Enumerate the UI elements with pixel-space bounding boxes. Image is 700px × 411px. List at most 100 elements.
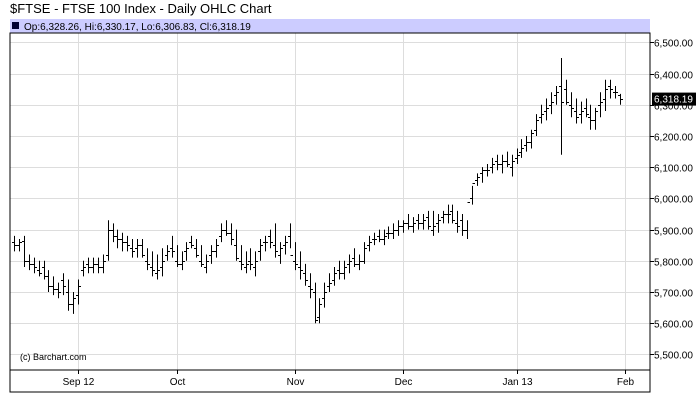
y-tick-label: 5,600.00 <box>654 320 693 331</box>
last-close-label-bg <box>652 92 696 106</box>
ohlc-bar <box>115 229 120 249</box>
ohlc-bar <box>559 57 564 155</box>
y-axis: 5,500.00 5,600.00 5,700.00 5,800.00 5,900.00… <box>650 39 693 362</box>
ohlc-bar <box>106 220 111 261</box>
ohlc-bar <box>613 86 618 99</box>
ohlc-bar <box>175 245 180 268</box>
y-tick-label: 6,500.00 <box>654 39 693 50</box>
ohlc-bar <box>327 273 332 292</box>
ohlc-bar <box>61 273 66 296</box>
last-close-label-text: 6,318.19 <box>654 95 693 106</box>
ohlc-bar <box>332 267 337 286</box>
ohlc-bar <box>268 229 273 249</box>
ohlc-bar <box>12 235 17 252</box>
ohlc-bar <box>475 173 480 186</box>
ohlc-bar <box>446 204 451 224</box>
ohlc-bar <box>510 154 515 177</box>
ohlc-bar <box>579 101 584 124</box>
y-tick-label: 6,400.00 <box>654 71 693 82</box>
ohlc-bar <box>357 254 362 271</box>
ohlc-bar <box>524 135 529 152</box>
ohlc-bar <box>416 213 421 230</box>
ohlc-bar <box>322 282 327 308</box>
ohlc-bar <box>150 251 155 277</box>
y-tick-label: 6,300.00 <box>654 102 693 113</box>
ohlc-bar <box>588 104 593 130</box>
ohlc-info-text: Op:6,328.26, Hi:6,330.17, Lo:6,306.83, C… <box>24 22 251 33</box>
ohlc-bar <box>465 202 470 239</box>
ohlc-bar <box>367 235 372 252</box>
ohlc-bar <box>81 260 86 277</box>
ohlc-bar <box>574 98 579 124</box>
ohlc-bar <box>377 229 382 243</box>
x-axis-band <box>9 369 651 393</box>
x-tick-label: Feb <box>617 377 635 388</box>
ohlc-bar <box>372 232 377 246</box>
ohlc-bar <box>298 251 303 280</box>
ohlc-bar <box>194 238 199 258</box>
ohlc-bar <box>480 167 485 183</box>
ohlc-bar <box>564 79 569 105</box>
ohlc-bar <box>140 238 145 258</box>
ohlc-bar <box>71 291 76 314</box>
ohlc-bar <box>598 92 603 118</box>
ohlc-bar <box>495 154 500 171</box>
ohlc-bar <box>130 238 135 258</box>
ohlc-bar <box>515 148 520 165</box>
x-tick-label: Jan 13 <box>502 377 532 388</box>
ohlc-bar <box>441 210 446 224</box>
ohlc-bar <box>51 276 56 296</box>
ohlc-bar <box>239 245 244 271</box>
ohlc-bar <box>313 282 318 324</box>
ohlc-bar <box>32 257 37 274</box>
y-tick-label: 5,800.00 <box>654 258 693 269</box>
ohlc-bar <box>244 251 249 274</box>
ohlc-bar <box>396 220 401 236</box>
ohlc-bar <box>391 223 396 239</box>
ohlc-bar <box>125 235 130 252</box>
ohlc-bar <box>347 254 352 274</box>
ohlc-bar <box>411 217 416 233</box>
ohlc-bar <box>317 298 322 324</box>
ohlc-bar <box>584 98 589 118</box>
ohlc-bar <box>431 210 436 236</box>
ohlc-bar <box>539 104 544 124</box>
y-tick-label: 5,900.00 <box>654 227 693 238</box>
ohlc-bar <box>293 242 298 271</box>
ohlc-bar <box>17 238 22 252</box>
ohlc-bar <box>86 257 91 274</box>
ohlc-bar <box>608 79 613 99</box>
ohlc-bar <box>204 254 209 274</box>
ohlc-bar <box>37 260 42 277</box>
ohlc-bar <box>470 183 475 205</box>
x-tick-label: Sep 12 <box>63 377 95 388</box>
ohlc-bar <box>352 248 357 268</box>
ohlc-bar <box>56 282 61 299</box>
x-tick-label: Oct <box>170 377 186 388</box>
ohlc-bar <box>180 251 185 271</box>
ohlc-bar <box>229 223 234 246</box>
ohlc-bar <box>436 213 441 233</box>
x-axis: Sep 12 Oct Nov Dec Jan 13 Feb <box>63 370 635 388</box>
ohlc-bar <box>308 273 313 299</box>
ohlc-bar <box>549 92 554 115</box>
ohlc-bar <box>618 93 623 105</box>
ohlc-bar <box>155 254 160 280</box>
ohlc-bar <box>263 235 268 252</box>
gridlines <box>10 33 650 370</box>
y-tick-label: 6,100.00 <box>654 164 693 175</box>
ohlc-bar <box>450 204 455 224</box>
last-close-label: 6,318.19 <box>652 92 696 106</box>
ohlc-bar <box>189 235 194 249</box>
ohlc-bar <box>22 235 27 268</box>
ohlc-bar <box>485 164 490 177</box>
ohlc-bar <box>209 245 214 264</box>
ohlc-bar <box>76 279 81 305</box>
ohlc-bar <box>145 248 150 271</box>
ohlc-bar <box>27 254 32 271</box>
ohlc-bar <box>160 248 165 277</box>
series-marker-icon <box>12 22 19 29</box>
ohlc-bar <box>382 229 387 246</box>
